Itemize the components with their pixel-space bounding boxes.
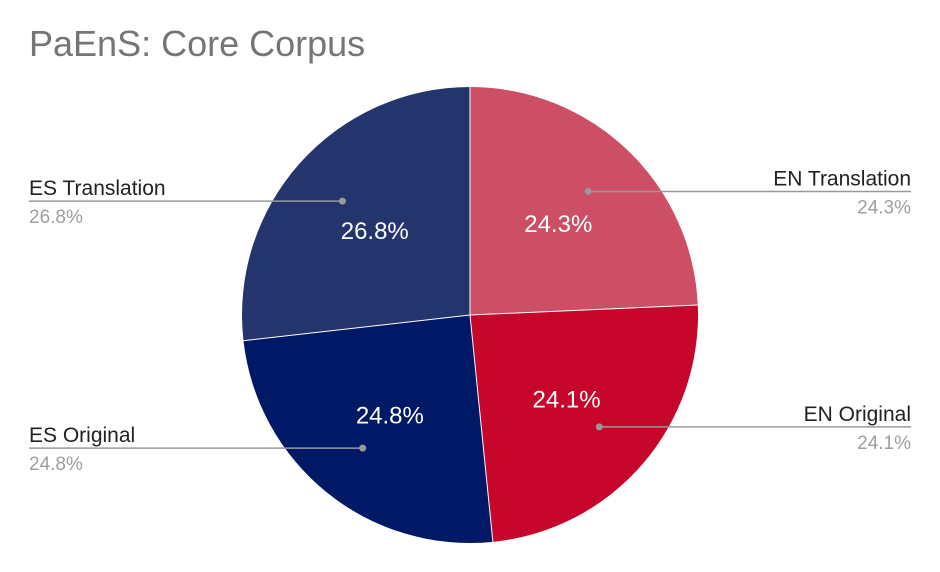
pie-slice-en-original <box>470 304 698 542</box>
slice-value-label-es-original: 24.8% <box>356 402 424 429</box>
leader-value-es-translation: 26.8% <box>29 207 83 228</box>
slice-separator <box>469 314 494 542</box>
slice-separator <box>469 304 698 316</box>
leader-label-en-original: EN Original <box>804 403 911 426</box>
leader-label-es-translation: ES Translation <box>29 177 166 200</box>
slice-separator <box>243 314 471 342</box>
leader-label-en-translation: EN Translation <box>773 167 911 190</box>
leader-value-en-original: 24.1% <box>857 433 911 454</box>
chart-title: PaEnS: Core Corpus <box>29 23 366 64</box>
pie-slice-es-translation <box>242 87 470 341</box>
leader-label-es-original: ES Original <box>29 424 135 447</box>
pie-slice-en-translation <box>470 87 698 315</box>
leader-value-es-original: 24.8% <box>29 454 83 475</box>
pie-slice-es-original <box>243 315 493 543</box>
slice-value-label-es-translation: 26.8% <box>341 218 409 245</box>
leader-value-en-translation: 24.3% <box>857 197 911 218</box>
slice-value-label-en-original: 24.1% <box>533 387 601 414</box>
slice-value-label-en-translation: 24.3% <box>524 211 592 238</box>
